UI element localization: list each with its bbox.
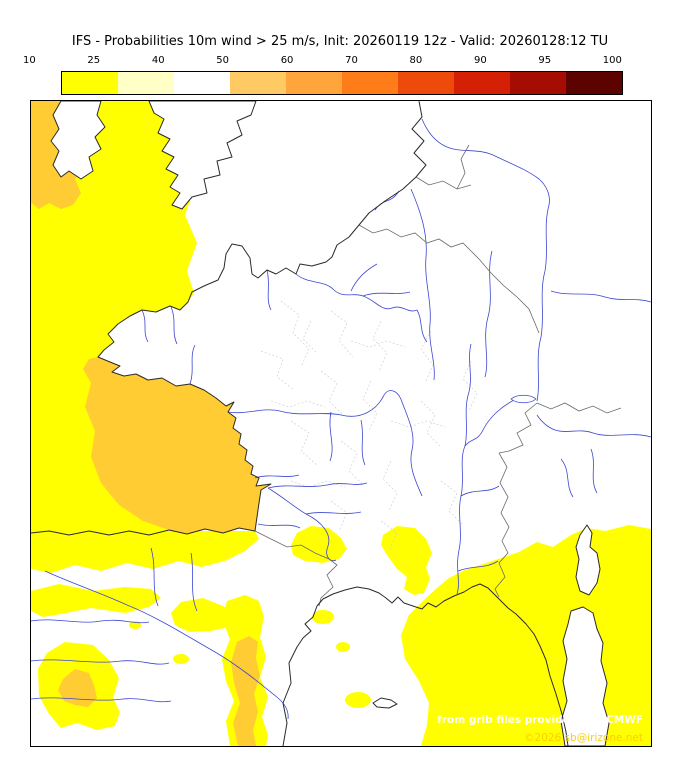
- map-frame: from grib files provided by ECMWF ©2026 …: [30, 100, 652, 747]
- legend-tick: 25: [87, 55, 101, 66]
- legend-swatch: [510, 72, 566, 94]
- legend-swatch: [566, 72, 622, 94]
- atlantic-coastline: [31, 101, 427, 536]
- credit-copyright: ©2026 sb@irizone.net: [524, 732, 643, 744]
- biscay-orange-shading: [83, 357, 271, 534]
- legend-color-bar: [61, 71, 623, 95]
- alps-border: [536, 402, 622, 414]
- balearic-patch: [345, 692, 371, 708]
- small-patch-2: [336, 642, 350, 652]
- small-patch-1: [312, 610, 334, 624]
- map-canvas: from grib files provided by ECMWF ©2026 …: [31, 101, 651, 746]
- legend-swatch: [174, 72, 230, 94]
- small-patch-3: [173, 654, 189, 664]
- pyrenees-border: [254, 530, 338, 607]
- ebro-river: [44, 570, 289, 720]
- country-borders: [254, 144, 622, 607]
- legend-tick: 70: [345, 55, 358, 66]
- legend-tick: 40: [151, 55, 165, 66]
- corsica-coast: [575, 524, 601, 596]
- north-spain-shading: [31, 531, 259, 573]
- legend-swatch: [230, 72, 286, 94]
- seine-river: [295, 273, 418, 312]
- spain-orange-2: [58, 669, 97, 707]
- garonne-river: [267, 487, 337, 562]
- spain-orange-1: [231, 636, 260, 746]
- landmasses: [50, 101, 257, 210]
- legend-swatch: [118, 72, 174, 94]
- ireland-coast: [50, 101, 106, 180]
- coastlines: [31, 101, 569, 746]
- small-patch-4: [129, 621, 141, 629]
- sardinia-coast: [560, 606, 610, 746]
- mediterranean-shading: [401, 525, 651, 746]
- menorca-coast: [372, 697, 398, 709]
- legend-tick: 60: [280, 55, 294, 66]
- rhine-river: [421, 118, 550, 402]
- sw-france-shading: [291, 526, 347, 563]
- legend-swatch: [286, 72, 342, 94]
- legend-tick: 10: [23, 55, 36, 66]
- credit-ecmwf: from grib files provided by ECMWF: [437, 714, 643, 726]
- legend-swatch: [342, 72, 398, 94]
- benelux-border: [415, 176, 472, 190]
- swiss-border: [498, 402, 538, 454]
- legend-tick: 90: [473, 55, 487, 66]
- loire-river: [227, 390, 423, 497]
- mediterranean-coastline: [282, 583, 569, 746]
- po-river: [536, 414, 651, 438]
- legend-swatch: [454, 72, 510, 94]
- belgium-germany-border: [358, 224, 540, 334]
- france-italy-border: [494, 452, 510, 598]
- department-boundaries: [260, 300, 478, 552]
- languedoc-shading: [381, 526, 432, 595]
- legend-tick: 95: [538, 55, 552, 66]
- legend-swatch: [62, 72, 118, 94]
- islands: [372, 524, 610, 746]
- spain-patch-1: [31, 584, 161, 617]
- lake-geneva: [510, 394, 537, 404]
- spain-patch-2: [171, 598, 235, 632]
- legend-tick: 100: [602, 55, 622, 66]
- legend-tick: 50: [216, 55, 229, 66]
- rivers: [31, 118, 651, 720]
- legend-ticks: 10 25 40 50 60 70 80 90 95 100: [23, 55, 622, 66]
- england-coast: [148, 101, 257, 210]
- rhone-river: [456, 397, 519, 595]
- map-title: IFS - Probabilities 10m wind > 25 m/s, I…: [71, 34, 609, 49]
- legend-swatch: [398, 72, 454, 94]
- legend-tick: 80: [409, 55, 423, 66]
